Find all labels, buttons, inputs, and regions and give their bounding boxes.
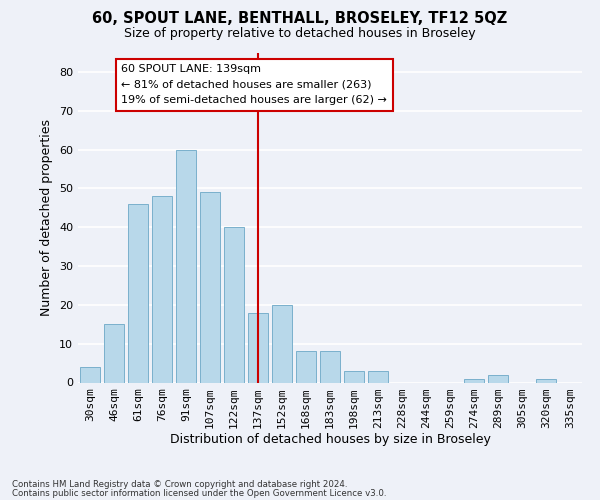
Bar xyxy=(296,352,316,382)
Bar xyxy=(128,204,148,382)
Text: Contains HM Land Registry data © Crown copyright and database right 2024.: Contains HM Land Registry data © Crown c… xyxy=(12,480,347,489)
Bar xyxy=(488,374,508,382)
Bar xyxy=(176,150,196,382)
X-axis label: Distribution of detached houses by size in Broseley: Distribution of detached houses by size … xyxy=(170,434,490,446)
Text: Size of property relative to detached houses in Broseley: Size of property relative to detached ho… xyxy=(124,28,476,40)
Bar xyxy=(224,227,244,382)
Bar xyxy=(152,196,172,382)
Text: 60 SPOUT LANE: 139sqm
← 81% of detached houses are smaller (263)
19% of semi-det: 60 SPOUT LANE: 139sqm ← 81% of detached … xyxy=(121,64,387,106)
Bar xyxy=(464,378,484,382)
Y-axis label: Number of detached properties: Number of detached properties xyxy=(40,119,53,316)
Bar xyxy=(248,312,268,382)
Bar xyxy=(104,324,124,382)
Text: Contains public sector information licensed under the Open Government Licence v3: Contains public sector information licen… xyxy=(12,488,386,498)
Bar xyxy=(368,371,388,382)
Bar xyxy=(320,352,340,382)
Bar xyxy=(272,305,292,382)
Bar xyxy=(80,367,100,382)
Text: 60, SPOUT LANE, BENTHALL, BROSELEY, TF12 5QZ: 60, SPOUT LANE, BENTHALL, BROSELEY, TF12… xyxy=(92,11,508,26)
Bar xyxy=(200,192,220,382)
Bar xyxy=(536,378,556,382)
Bar xyxy=(344,371,364,382)
